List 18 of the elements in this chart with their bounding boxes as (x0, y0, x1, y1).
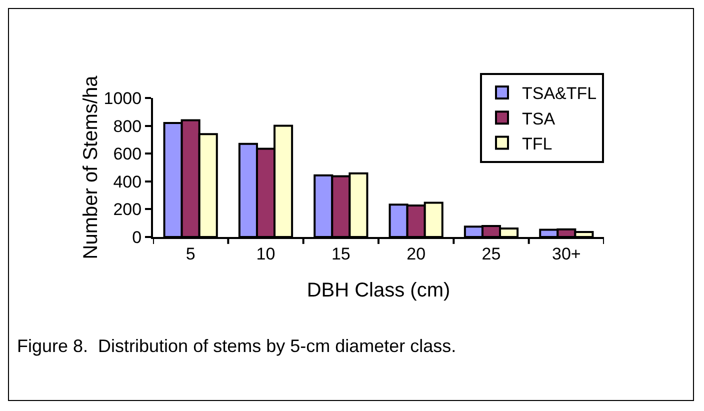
y-tick-label: 1000 (104, 88, 142, 108)
x-tick-label: 25 (482, 244, 501, 264)
x-tick-label: 20 (406, 244, 426, 264)
y-axis-title: Number of Stems/ha (80, 74, 102, 260)
y-tick-label: 600 (113, 144, 142, 164)
legend-label: TSA (522, 109, 556, 128)
y-tick-label: 400 (113, 172, 142, 192)
x-tick-label: 5 (186, 244, 196, 264)
y-tick-label: 800 (113, 116, 142, 136)
legend-label: TFL (522, 134, 552, 154)
caption: Figure 8. Distribution of stems by 5-cm diameter class. (17, 336, 456, 356)
y-tick-label: 0 (132, 228, 142, 247)
x-tick-label: 15 (331, 244, 350, 264)
x-axis-title: DBH Class (cm) (306, 279, 450, 302)
x-tick-label: 30+ (552, 244, 581, 264)
x-tick-label: 10 (256, 244, 276, 264)
legend-label: TSA&TFL (522, 84, 597, 104)
y-tick-label: 200 (113, 200, 142, 220)
